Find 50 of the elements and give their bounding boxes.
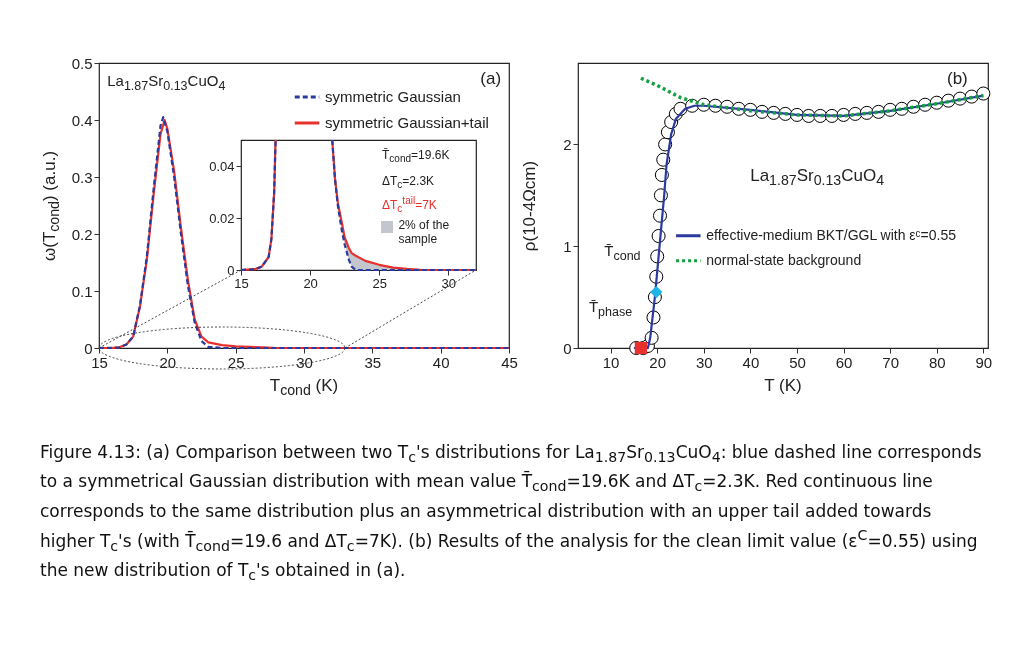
y-axis-title: ρ(10-4Ωcm): [520, 160, 540, 251]
annotation: (a): [480, 68, 502, 89]
x-axis-title: T$_{cond}$ (K): [269, 376, 339, 399]
annotation: T̄$_{cond}$: [604, 242, 641, 264]
x-tick-label: 60: [835, 353, 853, 371]
x-tick-label: 30: [296, 353, 313, 371]
y-tick-label: 0.3: [71, 168, 93, 186]
x-tick-label: 45: [501, 353, 518, 371]
x-tick-label: 40: [432, 353, 450, 371]
y-tick-label: 1: [563, 237, 572, 255]
annotation: T̄$_{phase}$: [588, 298, 633, 319]
x-tick-label: 30: [695, 353, 713, 371]
x-tick-label: 30: [441, 275, 457, 291]
annotation: (b): [947, 68, 968, 89]
x-tick-label: 35: [364, 353, 382, 371]
y-tick-label: 2: [563, 135, 572, 153]
legend-label: effective-medium BKT/GGL with εᶜ=0.55: [706, 226, 957, 243]
annotation: T̄$_{cond}$=19.6K: [382, 147, 450, 165]
x-tick-label: 20: [303, 275, 318, 291]
legend-label: symmetric Gaussian+tail: [325, 114, 489, 131]
legend-label: symmetric Gaussian: [325, 88, 461, 105]
annotation: ΔT$_{c}$=2.3K: [382, 173, 435, 191]
y-tick-label: 0: [84, 339, 93, 357]
x-axis-title: T (K): [764, 376, 802, 396]
y-tick-label: 0.04: [209, 158, 235, 174]
x-tick-label: 90: [975, 353, 993, 371]
y-tick-label: 0.5: [71, 54, 93, 72]
x-tick-label: 25: [372, 275, 387, 291]
x-tick-label: 80: [928, 353, 946, 371]
x-tick-label: 70: [882, 353, 899, 371]
x-tick-label: 40: [742, 353, 760, 371]
x-tick-label: 10: [602, 353, 620, 371]
x-tick-label: 20: [159, 353, 177, 371]
annotation: 2% of the sample: [398, 218, 451, 246]
y-tick-label: 0.02: [209, 210, 235, 226]
x-tick-label: 50: [789, 353, 806, 371]
annotation: ΔT$_{c}$$^{tail}$=7K: [382, 194, 437, 214]
x-tick-label: 20: [649, 353, 667, 371]
text: Figure 4.13: (a) Comparison between two T$_{c}$'s distributions for La$_{1.87}$Sr$_{0.13}$CuO$_{4}$: blue dashed line corresponds to a symmetrical Gaussian distribution with mean value T̄$_{cond}$=19.6K and ΔT$_{c}$=2.3K. Red continuous line corresponds to the same distribution plus an asymmetrical distribution with an upper tail added towards higher T$_{c}$'s (with T̄$_{cond}$=19.6 and ΔT$_{c}$=7K). (b) Results of the analysis for the clean limit value (ε$^{C}$=0.55) using the new distribution of T$_{c}$'s obtained in (a).: [40, 442, 982, 584]
annotation: La$_{1.87}$Sr$_{0.13}$CuO$_{4}$: [107, 71, 226, 93]
y-tick-label: 0.4: [71, 111, 93, 129]
x-tick-label: 25: [227, 353, 245, 371]
y-tick-label: 0: [563, 339, 572, 357]
legend-label: normal-state background: [706, 251, 862, 268]
x-tick-label: 15: [91, 353, 108, 371]
y-tick-label: 0: [227, 262, 235, 278]
x-tick-label: 15: [234, 275, 249, 291]
y-tick-label: 0.2: [71, 225, 93, 243]
y-tick-label: 0.1: [71, 282, 93, 300]
annotation: La$_{1.87}$Sr$_{0.13}$CuO$_{4}$: [750, 165, 885, 188]
